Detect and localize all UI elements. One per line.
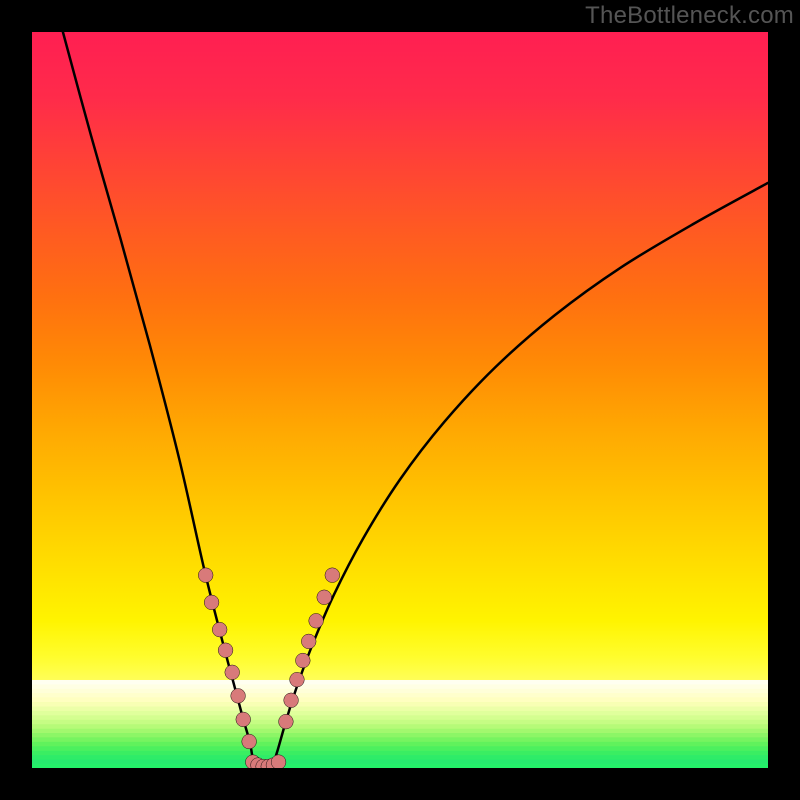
curve-marker xyxy=(271,755,286,768)
curve-marker xyxy=(231,689,246,704)
curve-marker xyxy=(309,613,324,628)
curve-marker xyxy=(279,714,294,729)
curve-right-branch xyxy=(272,183,768,768)
v-curve xyxy=(32,32,768,768)
curve-marker xyxy=(212,622,227,637)
curve-marker xyxy=(198,568,213,583)
curve-marker xyxy=(242,734,257,749)
watermark-text: TheBottleneck.com xyxy=(585,2,794,30)
curve-marker xyxy=(317,590,332,605)
curve-marker xyxy=(218,643,233,658)
curve-marker xyxy=(236,712,251,727)
curve-marker xyxy=(301,634,316,649)
curve-marker xyxy=(225,665,240,680)
plot-area xyxy=(32,32,768,768)
curve-marker xyxy=(204,595,219,610)
curve-marker xyxy=(284,693,299,708)
curve-marker-cluster xyxy=(198,568,339,768)
curve-marker xyxy=(290,672,305,687)
curve-marker xyxy=(295,653,310,668)
curve-marker xyxy=(325,568,340,583)
